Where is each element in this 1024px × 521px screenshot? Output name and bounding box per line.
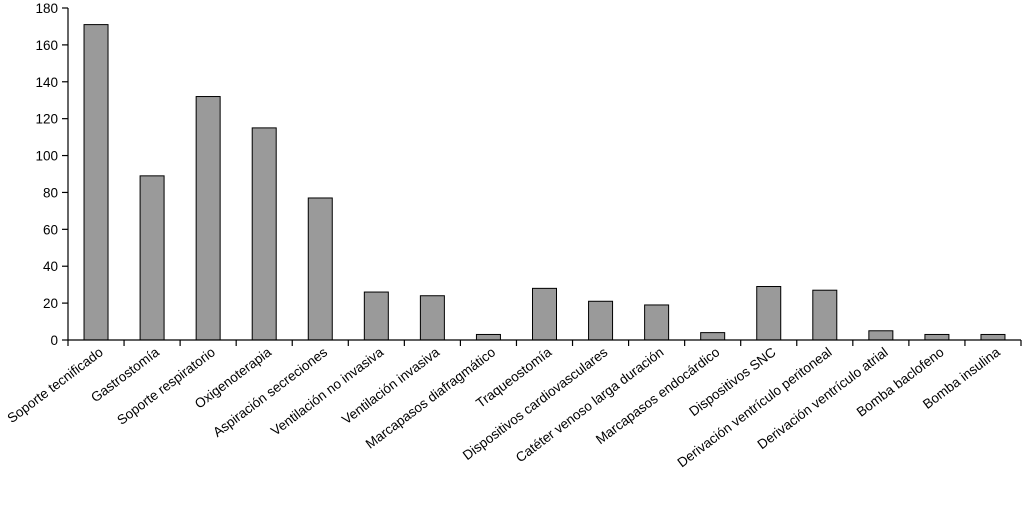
x-tick-label: Ventilación invasiva <box>339 344 443 427</box>
y-tick-label: 140 <box>35 75 58 90</box>
y-tick-label: 0 <box>50 333 58 348</box>
y-tick-label: 20 <box>43 296 58 311</box>
bar-15 <box>868 330 894 341</box>
bar-10 <box>588 300 614 341</box>
bar-4 <box>251 127 277 341</box>
bar-17 <box>980 333 1006 341</box>
x-tick-label: Soporte tecnificado <box>5 344 106 426</box>
bar-9 <box>532 287 557 341</box>
y-tick-label: 60 <box>43 222 58 237</box>
y-tick-label: 180 <box>35 1 58 16</box>
bar-1 <box>83 24 109 341</box>
bar-6 <box>363 291 389 341</box>
bar-3 <box>195 96 221 341</box>
bar-11 <box>644 304 670 341</box>
x-tick-label: Soporte respiratorio <box>114 344 218 427</box>
y-axis: 0 20 40 60 80 100 120 140 160 180 <box>35 1 69 348</box>
bar-8 <box>475 333 501 341</box>
bar-2 <box>139 175 165 341</box>
y-tick-label: 160 <box>35 38 58 53</box>
y-tick-label: 80 <box>43 185 58 200</box>
bar-16 <box>924 333 950 341</box>
y-tick-label: 100 <box>35 149 58 164</box>
bar-14 <box>812 289 838 341</box>
y-tick-label: 120 <box>35 112 58 127</box>
y-tick-label: 40 <box>43 259 58 274</box>
bar-12 <box>700 332 726 341</box>
bar-7 <box>419 295 445 341</box>
bar-5 <box>307 197 333 341</box>
bars <box>83 24 1006 341</box>
bar-13 <box>756 286 782 341</box>
